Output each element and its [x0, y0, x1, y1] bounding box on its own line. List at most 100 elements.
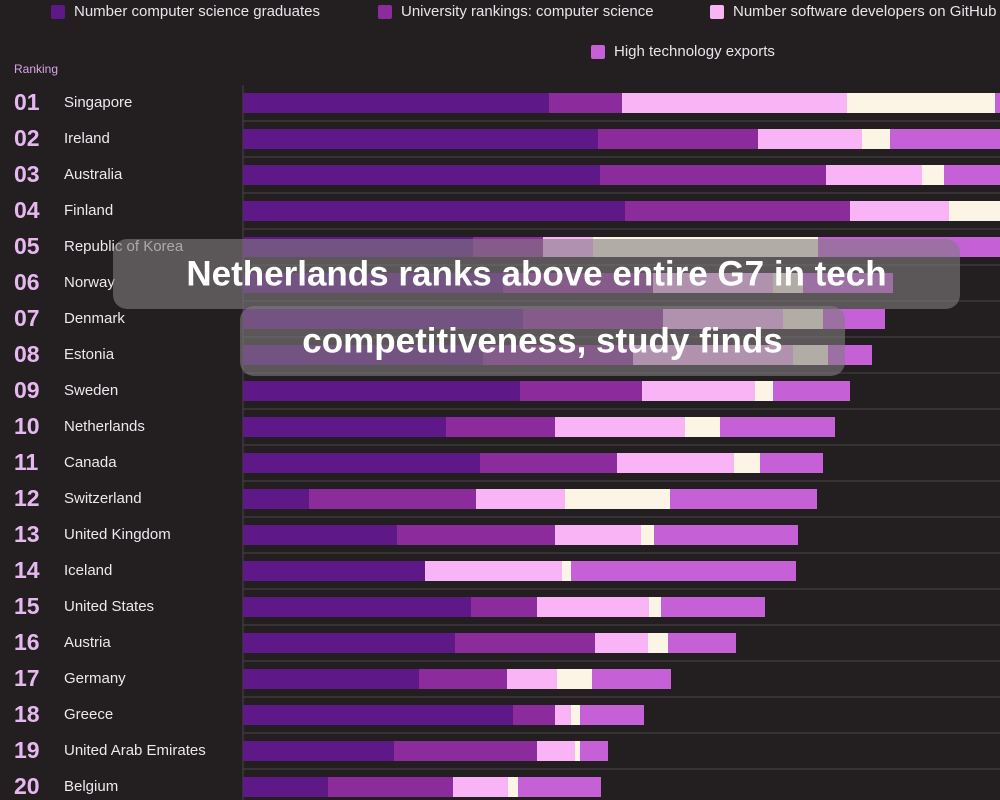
- bar-segment: [685, 417, 720, 437]
- rank-number: 18: [14, 701, 40, 727]
- bar-segment: [243, 597, 471, 617]
- bar-segment: [328, 777, 453, 797]
- bar-segment: [243, 777, 328, 797]
- category-label: Iceland: [64, 562, 112, 579]
- rank-number: 03: [14, 161, 40, 187]
- bar-segment: [773, 381, 850, 401]
- category-label: Austria: [64, 634, 111, 651]
- legend-label: High technology exports: [614, 43, 775, 60]
- legend-swatch: [710, 5, 724, 19]
- bar-segment: [394, 741, 537, 761]
- caption-line: Netherlands ranks above entire G7 in tec…: [186, 254, 886, 293]
- bar-segment: [309, 489, 476, 509]
- bar-segment: [949, 201, 1000, 221]
- rank-number: 07: [14, 305, 40, 331]
- category-label: Belgium: [64, 778, 118, 795]
- category-label: Ireland: [64, 130, 110, 147]
- category-label: United Kingdom: [64, 526, 171, 543]
- bar-segment: [243, 669, 419, 689]
- rank-number: 10: [14, 413, 40, 439]
- bar-segment: [537, 741, 575, 761]
- bar-segment: [243, 489, 309, 509]
- bar-segment: [508, 777, 518, 797]
- bar-segment: [555, 525, 641, 545]
- category-label: United Arab Emirates: [64, 742, 206, 759]
- bar-segment: [668, 633, 736, 653]
- bar-segment: [944, 165, 1000, 185]
- category-label: Sweden: [64, 382, 118, 399]
- bar-segment: [580, 705, 644, 725]
- bar-segment: [243, 633, 455, 653]
- category-label: Finland: [64, 202, 113, 219]
- rank-number: 05: [14, 233, 40, 259]
- category-label: Canada: [64, 454, 117, 471]
- bar-segment: [243, 525, 397, 545]
- bar-segment: [592, 669, 671, 689]
- bar-segment: [661, 597, 765, 617]
- bar-segment: [562, 561, 571, 581]
- bar-segment: [243, 93, 549, 113]
- rank-number: 15: [14, 593, 40, 619]
- rank-number: 08: [14, 341, 40, 367]
- bar-segment: [243, 741, 394, 761]
- category-label: Greece: [64, 706, 113, 723]
- bar-segment: [243, 381, 520, 401]
- bar-segment: [720, 417, 835, 437]
- category-label: Netherlands: [64, 418, 145, 435]
- rank-number: 19: [14, 737, 40, 763]
- bar-segment: [520, 381, 642, 401]
- bar-segment: [890, 129, 1000, 149]
- bar-segment: [575, 741, 580, 761]
- bar-segment: [243, 165, 600, 185]
- bar-segment: [642, 381, 755, 401]
- category-label: Australia: [64, 166, 123, 183]
- bar-segment: [617, 453, 734, 473]
- bar-segment: [826, 165, 922, 185]
- bar-segment: [243, 417, 446, 437]
- bar-segment: [507, 669, 557, 689]
- caption-line: competitiveness, study finds: [302, 321, 782, 360]
- legend-swatch: [378, 5, 392, 19]
- rank-number: 13: [14, 521, 40, 547]
- bar-segment: [476, 489, 565, 509]
- bar-segment: [654, 525, 798, 545]
- bar-segment: [670, 489, 817, 509]
- bar-segment: [243, 129, 598, 149]
- rank-number: 01: [14, 89, 40, 115]
- bar-segment: [598, 129, 758, 149]
- category-label: Switzerland: [64, 490, 142, 507]
- bar-segment: [549, 93, 622, 113]
- category-label: United States: [64, 598, 154, 615]
- bar-segment: [600, 165, 826, 185]
- rank-number: 11: [14, 449, 39, 475]
- bar-segment: [425, 561, 562, 581]
- bar-segment: [622, 93, 847, 113]
- bar-segment: [471, 597, 537, 617]
- rank-number: 04: [14, 197, 40, 223]
- rank-number: 17: [14, 665, 40, 691]
- bar-segment: [557, 669, 592, 689]
- rank-number: 14: [14, 557, 40, 583]
- bar-segment: [555, 705, 571, 725]
- bar-segment: [419, 669, 507, 689]
- bar-segment: [480, 453, 617, 473]
- bar-segment: [995, 93, 1000, 113]
- legend-label: University rankings: computer science: [401, 3, 654, 20]
- bar-segment: [555, 417, 685, 437]
- caption-box: [113, 239, 960, 309]
- category-label: Norway: [64, 274, 115, 291]
- bar-segment: [641, 525, 654, 545]
- bar-segment: [734, 453, 760, 473]
- bar-segment: [518, 777, 601, 797]
- bar-segment: [453, 777, 508, 797]
- legend-swatch: [591, 45, 605, 59]
- bar-segment: [649, 597, 661, 617]
- rank-number: 06: [14, 269, 40, 295]
- bar-segment: [847, 93, 995, 113]
- category-label: Denmark: [64, 310, 125, 327]
- legend-label: Number software developers on GitHub: [733, 3, 996, 20]
- rank-number: 12: [14, 485, 40, 511]
- bar-segment: [625, 201, 850, 221]
